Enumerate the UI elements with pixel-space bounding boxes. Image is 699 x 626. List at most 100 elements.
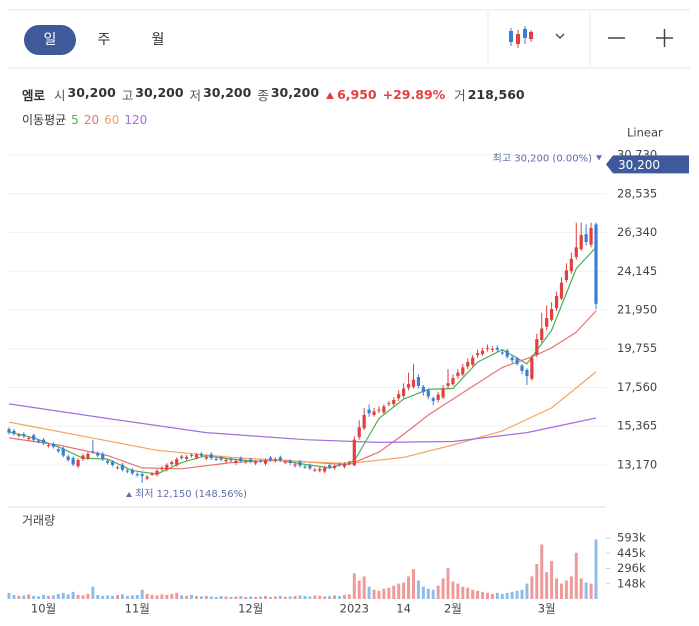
volume-bar xyxy=(426,588,430,599)
tab-day[interactable]: 일 xyxy=(24,25,76,55)
chart-type-icon[interactable] xyxy=(509,26,533,48)
ma-label: 이동평균 xyxy=(22,113,67,127)
volume-bar xyxy=(559,583,563,599)
candle-body xyxy=(239,458,243,462)
candle-body xyxy=(214,458,218,460)
candle-body xyxy=(51,444,55,447)
volume-tick-label: 593k xyxy=(617,531,646,545)
x-tick-label: 12월 xyxy=(238,602,263,616)
volume-bar xyxy=(555,578,559,599)
tab-week[interactable]: 주 xyxy=(97,32,111,48)
candle-body xyxy=(436,394,440,400)
candle-body xyxy=(175,459,179,465)
tab-month[interactable]: 월 xyxy=(151,32,165,48)
volume-bar xyxy=(130,595,134,599)
price-tag xyxy=(606,155,689,174)
ma-legend-item: 120 xyxy=(124,112,148,127)
volume-bar xyxy=(471,589,475,599)
volume-bar xyxy=(259,596,263,599)
candle-body xyxy=(81,455,85,460)
dropdown-chevron[interactable] xyxy=(555,33,565,39)
candle-body xyxy=(165,464,169,470)
volume-bar xyxy=(525,583,529,599)
volume-bar xyxy=(402,582,406,599)
candle-body xyxy=(41,439,46,444)
candle-body xyxy=(303,466,307,468)
volume-bar xyxy=(490,593,494,599)
ma-legend: 이동평균 5 20 60 120 xyxy=(22,111,147,128)
candle-body xyxy=(466,362,470,367)
candle-body xyxy=(323,467,327,472)
volume-bar xyxy=(318,595,322,599)
volume-bar xyxy=(564,580,568,599)
volume-bar xyxy=(313,595,317,599)
x-tick-label: 10월 xyxy=(31,602,56,616)
volume-bar xyxy=(594,539,598,599)
volume-bar xyxy=(436,585,440,599)
ma-legend-item: 5 xyxy=(71,112,79,127)
volume-bar xyxy=(397,583,401,599)
volume-bar xyxy=(51,595,55,599)
candle-body xyxy=(194,454,199,458)
quote-value: 30,200 xyxy=(270,85,320,100)
y-tick-label: 21,950 xyxy=(617,303,657,317)
candle-body xyxy=(372,411,376,415)
scale-mode[interactable]: Linear xyxy=(627,126,663,140)
candle-body xyxy=(564,270,569,280)
candle-body xyxy=(293,464,297,466)
volume-bar xyxy=(342,594,346,599)
candle-body xyxy=(298,461,302,466)
candle-body xyxy=(446,383,450,386)
candle-body xyxy=(342,463,347,467)
candle-body xyxy=(209,454,213,459)
volume-bar xyxy=(91,586,95,599)
candle-body xyxy=(332,466,337,468)
volume-bar xyxy=(214,596,218,599)
volume-bar xyxy=(116,594,120,599)
high-annotation: 최고 30,200 (0.00%) xyxy=(493,152,592,164)
volume-bar xyxy=(56,593,60,599)
volume-bar xyxy=(254,596,258,599)
high-marker xyxy=(596,155,602,161)
candle-body xyxy=(451,377,455,385)
candle-body xyxy=(525,370,529,377)
candle-body xyxy=(397,394,401,399)
x-tick-label: 14 xyxy=(396,602,411,616)
candle-body xyxy=(318,468,322,471)
y-tick-label: 17,560 xyxy=(617,380,657,394)
candle-body xyxy=(199,453,203,456)
volume-bar xyxy=(298,595,302,599)
volume-bar xyxy=(219,595,223,599)
ma-legend-item: 20 xyxy=(83,112,100,127)
volume-bar xyxy=(411,569,415,599)
ma-line xyxy=(8,310,597,470)
candle-body xyxy=(308,465,312,469)
volume-bar xyxy=(12,594,16,599)
volume-bar xyxy=(32,595,36,599)
volume-bar xyxy=(550,560,554,599)
volume-bar xyxy=(209,596,213,599)
volume-bar xyxy=(495,592,499,599)
candle-body xyxy=(387,403,391,405)
volume-bar xyxy=(476,590,480,599)
zoom-in[interactable] xyxy=(656,29,673,47)
candle-body xyxy=(283,461,287,463)
candle-body xyxy=(278,457,282,461)
volume-bar xyxy=(456,583,460,599)
candle-body xyxy=(219,457,223,460)
quote-value: 30,200 xyxy=(135,85,184,100)
volume-bar xyxy=(579,578,583,599)
volume-bar xyxy=(387,587,391,599)
candle-body xyxy=(120,464,125,470)
volume-bar xyxy=(145,593,149,599)
candle-body xyxy=(337,464,342,466)
volume-bar xyxy=(293,595,297,599)
volume-bar xyxy=(377,590,381,599)
volume-bar xyxy=(337,595,341,599)
candle-body xyxy=(145,476,149,479)
candle-body xyxy=(135,474,139,476)
candle-body xyxy=(530,357,534,379)
volume-title: 거래량 xyxy=(22,514,55,528)
candle-body xyxy=(180,456,184,459)
volume-bar xyxy=(27,594,31,599)
